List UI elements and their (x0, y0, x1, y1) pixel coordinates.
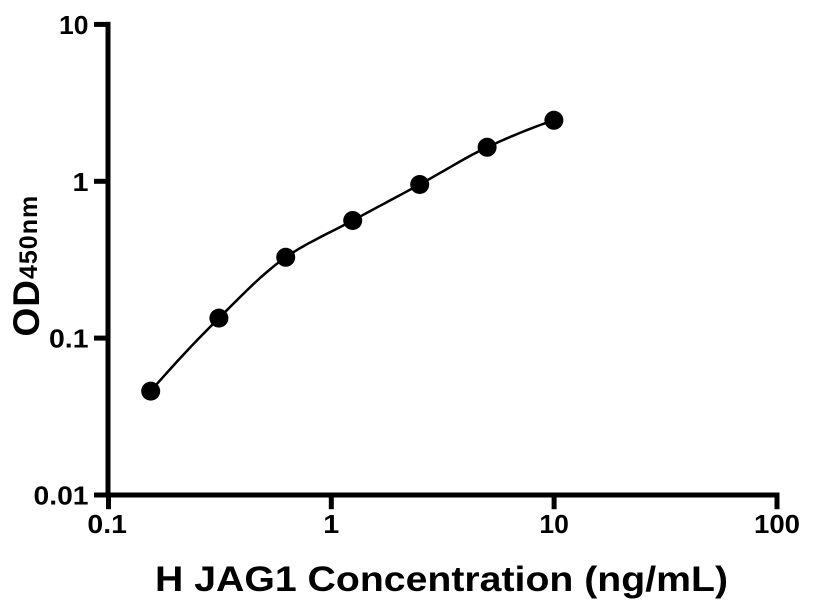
svg-text:100: 100 (754, 509, 800, 539)
svg-text:10: 10 (59, 10, 89, 40)
svg-text:0.1: 0.1 (87, 509, 127, 539)
svg-text:0.1: 0.1 (49, 324, 89, 354)
svg-text:10: 10 (539, 509, 569, 539)
svg-text:1: 1 (323, 509, 339, 539)
svg-text:H JAG1 Concentration (ng/mL): H JAG1 Concentration (ng/mL) (155, 559, 728, 599)
svg-text:0.01: 0.01 (34, 481, 89, 511)
svg-text:1: 1 (73, 167, 89, 197)
